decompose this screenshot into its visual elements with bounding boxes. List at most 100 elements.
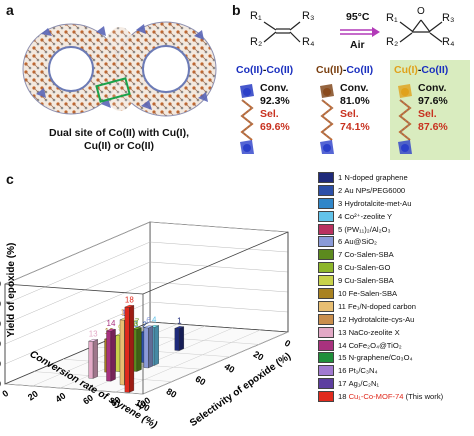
legend-swatch [318, 339, 334, 351]
legend-swatch [318, 365, 334, 377]
bar-label: 8 [134, 319, 139, 328]
bar-top [106, 328, 116, 332]
r4-label: R₄ [302, 36, 315, 48]
panel-c-letter: c [6, 171, 14, 187]
legend-item: 2 Au NPs/PEG6000 [318, 184, 472, 197]
legend-item: 13 NaCo-zeolite X [318, 326, 472, 339]
gridline [149, 261, 289, 273]
epoxide-bonds [399, 19, 443, 43]
selectivity-tick-label: 80 [109, 395, 123, 409]
legend-item: 16 Pt₁/C₃N₄ [318, 364, 472, 377]
legend-swatch [318, 378, 334, 390]
bar-side [92, 339, 98, 379]
bar-face [119, 319, 125, 386]
selectivity-label: Sel. [340, 108, 359, 120]
z-tick-label: 0 [0, 379, 1, 389]
bar-top [143, 325, 154, 329]
legend-number: 17 [338, 379, 347, 389]
site-separator: - [342, 64, 347, 76]
reaction-arrow-icon [340, 27, 380, 37]
bar-face [88, 341, 94, 379]
bar-face [143, 327, 149, 369]
selectivity-label: Sel. [418, 108, 437, 120]
legend-number: 3 [338, 198, 343, 208]
legend-label: Hydrotalcite-cys-Au [348, 314, 415, 324]
conversion-value: 97.6% [418, 95, 448, 107]
legend-number: 2 [338, 185, 343, 195]
gridline [4, 221, 151, 285]
conversion-value: 81.0% [340, 95, 370, 107]
legend-swatch [318, 300, 334, 312]
bar-label: 6 [146, 316, 151, 325]
conversion-tick-label: 80 [165, 386, 179, 400]
legend-item: 12 Hydrotalcite-cys-Au [318, 313, 472, 326]
bar-top [124, 304, 134, 308]
legend-label: Fe-Salen-SBA [348, 288, 398, 298]
r1-label: R₁ [250, 10, 262, 22]
conversion-tick-label: 40 [223, 361, 237, 375]
legend-number: 7 [338, 250, 343, 260]
product-r2-label: R₂ [386, 36, 399, 48]
legend-swatch [318, 287, 334, 299]
product-r3-label: R₃ [442, 12, 455, 24]
legend-number: 11 [338, 301, 346, 311]
panel-a-caption-line1: Dual site of Co(II) with Cu(I), [49, 127, 189, 139]
legend-item: 4 Co²⁺-zeolite Y [318, 210, 472, 223]
legend-number: 16 [338, 366, 347, 376]
z-tick-label: 20 [0, 359, 1, 369]
legend-swatch [318, 262, 334, 274]
site-separator: - [417, 64, 422, 76]
bar-label: 7 [135, 317, 140, 326]
bar-side [153, 325, 159, 366]
legend-item: 7 Co-Salen-SBA [318, 248, 472, 261]
legend-suffix: (This work) [405, 392, 444, 402]
legend-item: 15 N-graphene/Co₃O₄ [318, 351, 472, 364]
conversion-tick-label: 20 [252, 349, 266, 363]
selectivity-value: 69.6% [260, 121, 290, 133]
bar-label: 14 [107, 319, 116, 328]
site-card-title: Cu(I)-Co(II) [394, 64, 448, 76]
legend-swatch [318, 275, 334, 287]
bar-top [174, 326, 184, 329]
legend-label: Au@SiO₂ [344, 237, 377, 247]
epoxidation-3d-bar-chart: 020406080100020406080100020406080100Yiel… [0, 221, 293, 431]
site-b-label: Co(II) [266, 64, 294, 76]
conversion-label: Conv. [418, 82, 447, 94]
legend-number: 5 [338, 224, 343, 234]
back-wall [149, 221, 289, 333]
bar-side [129, 305, 135, 393]
legend-label: Au NPs/PEG6000 [344, 185, 406, 195]
epoxide-oxygen: O [417, 6, 425, 17]
selectivity-tick-label: 20 [26, 389, 40, 403]
panel-a-letter: a [6, 2, 14, 18]
alkene-bonds [263, 21, 301, 43]
gridline [149, 301, 289, 313]
legend-label: Pt₁/C₃N₄ [348, 366, 378, 376]
legend-label: Cu₁-Co-MOF-74 [348, 392, 404, 402]
condition-temperature: 95°C [346, 11, 370, 23]
legend-item: 17 Ag₁/C₂N₁ [318, 377, 472, 390]
gridline [4, 261, 151, 325]
site-card-title: Cu(II)-Co(II) [316, 64, 373, 76]
bar-side [179, 326, 184, 351]
z-axis-title: Yield of epoxide (%) [6, 243, 17, 338]
gridline [4, 383, 144, 395]
legend-item: 18 Cu₁-Co-MOF-74 (This work) [318, 390, 472, 403]
bar-top [88, 339, 98, 342]
selectivity-tick-label: 60 [81, 393, 95, 407]
bar-label: 1 [177, 317, 182, 326]
conversion-label: Conv. [340, 82, 369, 94]
site-a-label: Cu(I) [394, 64, 418, 76]
legend-item: 3 Hydrotalcite-met-Au [318, 197, 472, 210]
bar-side [136, 327, 142, 372]
bar-label: 2 [143, 321, 148, 330]
z-tick-label: 100 [0, 279, 1, 289]
gridline [115, 329, 261, 393]
legend-label: Hydrotalcite-met-Au [344, 198, 412, 208]
conversion-label: Conv. [260, 82, 289, 94]
legend-number: 15 [338, 353, 347, 363]
bar-label: 18 [125, 295, 134, 304]
site-a-label: Co(II) [236, 64, 263, 76]
gridline [149, 221, 289, 233]
panel-b-letter: b [232, 2, 241, 18]
